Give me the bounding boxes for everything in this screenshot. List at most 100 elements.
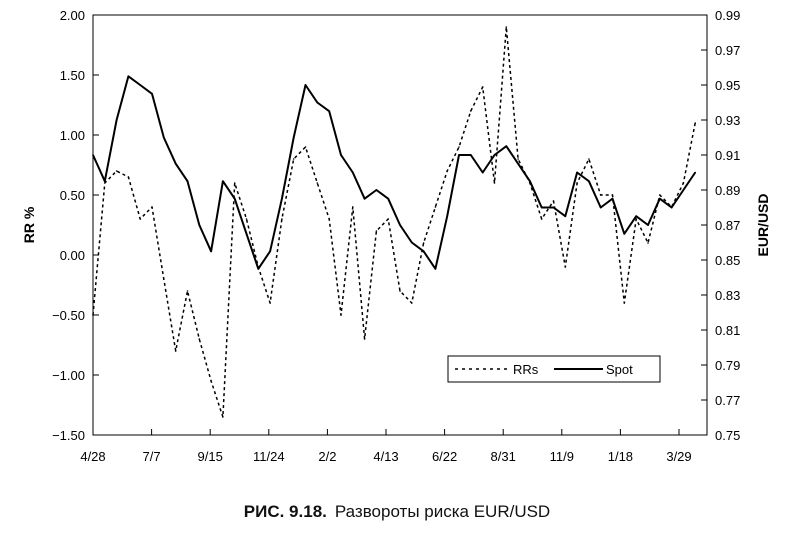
series-spot-point bbox=[659, 197, 661, 200]
left-tick-label: −1.50 bbox=[52, 428, 85, 443]
series-spot-point bbox=[470, 154, 472, 156]
series-spot-point bbox=[163, 136, 165, 139]
series-rrs-point bbox=[635, 218, 637, 220]
series-rrs-point bbox=[446, 170, 449, 172]
left-tick-label: 1.00 bbox=[60, 128, 85, 143]
series-spot-point bbox=[92, 154, 94, 156]
right-tick-label: 0.95 bbox=[715, 78, 740, 93]
series-spot-point bbox=[198, 224, 201, 226]
series-rrs-point bbox=[186, 290, 189, 292]
series-spot-point bbox=[304, 84, 307, 86]
left-tick-label: −0.50 bbox=[52, 308, 85, 323]
series-spot-point bbox=[647, 224, 649, 226]
series-layer bbox=[92, 26, 697, 418]
figure-number: РИС. 9.18. bbox=[243, 502, 327, 521]
series-spot-point bbox=[576, 171, 578, 174]
series-spot-point bbox=[446, 215, 449, 217]
right-tick-label: 0.93 bbox=[715, 113, 740, 128]
right-tick-label: 0.77 bbox=[715, 393, 740, 408]
right-tick-label: 0.79 bbox=[715, 358, 740, 373]
legend-spot-label: Spot bbox=[606, 362, 633, 377]
series-rrs-point bbox=[564, 266, 567, 268]
x-axis: 4/28 7/7 9/15 11/24 2/2 4/13 6/22 8/31 11/9 1/18 3… bbox=[80, 429, 692, 464]
series-rrs-point bbox=[623, 302, 626, 304]
series-spot-point bbox=[564, 215, 567, 217]
right-tick-label: 0.97 bbox=[715, 43, 740, 58]
series-rrs-line bbox=[92, 26, 696, 418]
series-rrs-point bbox=[387, 218, 390, 220]
series-rrs-point bbox=[411, 302, 413, 304]
left-tick-label: 0.50 bbox=[60, 188, 85, 203]
series-spot-point bbox=[139, 84, 141, 86]
right-axis: 0.99 0.97 0.95 0.93 0.91 0.89 0.87 0.85 0.83 0.81… bbox=[701, 8, 740, 443]
series-spot-point bbox=[694, 171, 696, 174]
series-spot-point bbox=[210, 250, 212, 253]
series-rrs-point bbox=[163, 278, 165, 280]
series-rrs-point bbox=[470, 110, 472, 112]
series-spot-point bbox=[670, 206, 673, 209]
series-rrs-point bbox=[493, 182, 496, 184]
series-spot-point bbox=[186, 180, 189, 182]
series-rrs-point bbox=[540, 218, 543, 220]
series-rrs-point bbox=[269, 302, 271, 304]
x-tick-label: 8/31 bbox=[491, 449, 516, 464]
right-tick-label: 0.83 bbox=[715, 288, 740, 303]
series-spot-point bbox=[505, 145, 508, 147]
series-spot-point bbox=[363, 197, 366, 200]
series-rrs-point bbox=[352, 206, 354, 208]
x-tick-label: 11/24 bbox=[253, 449, 285, 464]
series-spot-point bbox=[540, 206, 543, 209]
series-rrs-point bbox=[375, 230, 378, 232]
series-rrs-point bbox=[434, 206, 437, 208]
series-spot-line bbox=[92, 75, 697, 270]
series-spot-point bbox=[682, 189, 685, 191]
x-tick-label: 1/18 bbox=[608, 449, 633, 464]
series-spot-point bbox=[316, 101, 319, 104]
right-tick-label: 0.75 bbox=[715, 428, 740, 443]
legend: RRs Spot bbox=[447, 355, 661, 383]
series-rrs-point bbox=[363, 338, 366, 340]
series-spot-point bbox=[269, 250, 271, 253]
series-rrs-point bbox=[233, 182, 236, 184]
series-rrs-point bbox=[481, 86, 484, 88]
series-rrs-point bbox=[139, 218, 141, 220]
series-rrs-point bbox=[694, 122, 696, 124]
series-rrs-point bbox=[340, 314, 342, 316]
series-rrs-point bbox=[647, 242, 649, 244]
right-tick-label: 0.91 bbox=[715, 148, 740, 163]
series-rrs-point bbox=[92, 314, 94, 316]
series-rrs-point bbox=[611, 194, 614, 196]
series-rrs-point bbox=[552, 200, 555, 202]
series-spot-point bbox=[552, 206, 555, 209]
chart: 2.00 1.50 1.00 0.50 0.00 −0.50 −1.00 −1.50 0.99… bbox=[21, 8, 771, 464]
x-tick-label: 3/29 bbox=[666, 449, 691, 464]
series-spot-point bbox=[292, 136, 295, 139]
x-tick-label: 2/2 bbox=[318, 449, 336, 464]
series-spot-point bbox=[611, 197, 614, 200]
series-rrs-point bbox=[292, 158, 295, 160]
series-spot-point bbox=[340, 154, 342, 156]
series-rrs-point bbox=[198, 338, 201, 340]
legend-rrs-label: RRs bbox=[513, 362, 539, 377]
x-tick-label: 4/28 bbox=[80, 449, 105, 464]
left-tick-label: 0.00 bbox=[60, 248, 85, 263]
series-spot-point bbox=[233, 197, 236, 200]
x-tick-label: 11/9 bbox=[550, 449, 574, 464]
series-spot-point bbox=[481, 171, 484, 174]
left-tick-label: −1.00 bbox=[52, 368, 85, 383]
series-rrs-point bbox=[599, 194, 602, 196]
series-rrs-point bbox=[659, 194, 661, 196]
series-rrs-point bbox=[281, 218, 283, 220]
series-spot-point bbox=[422, 250, 425, 253]
x-tick-label: 7/7 bbox=[143, 449, 161, 464]
series-rrs-point bbox=[104, 182, 106, 184]
series-spot-point bbox=[151, 93, 153, 95]
series-rrs-point bbox=[576, 182, 578, 184]
series-rrs-point bbox=[245, 218, 248, 220]
x-tick-label: 4/13 bbox=[373, 449, 398, 464]
series-spot-point bbox=[517, 162, 519, 165]
series-spot-point bbox=[399, 224, 401, 226]
series-spot-point bbox=[411, 241, 413, 244]
x-tick-label: 9/15 bbox=[198, 449, 223, 464]
series-spot-point bbox=[493, 154, 496, 156]
